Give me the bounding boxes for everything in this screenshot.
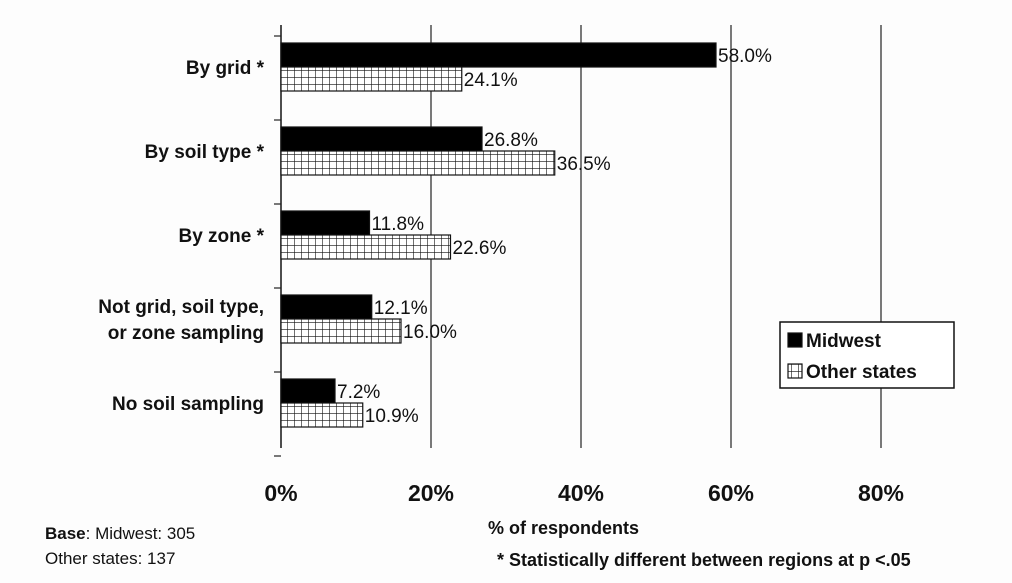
data-label: 12.1% <box>374 298 428 319</box>
category-label: By grid * <box>186 58 265 79</box>
bar-midwest <box>280 378 336 404</box>
base-midwest-note: Base: Midwest: 305 <box>45 524 195 544</box>
x-axis-label: % of respondents <box>488 518 640 538</box>
base-label: Base <box>45 524 86 543</box>
x-tick-label: 60% <box>708 480 754 506</box>
base-other-note: Other states: 137 <box>45 549 176 568</box>
bar-midwest <box>280 126 483 152</box>
data-labels: 58.0% 26.8% 11.8% 12.1% 7.2% 24.1% 36.5% 22.6% 1… <box>337 46 772 427</box>
legend-box <box>779 321 955 389</box>
bar-midwest <box>280 210 371 236</box>
x-tick-label: 80% <box>858 480 904 506</box>
category-label: No soil sampling <box>112 394 264 415</box>
bar-midwest <box>280 42 717 68</box>
bars <box>280 42 717 428</box>
legend-label: Midwest <box>806 331 882 352</box>
category-label: By soil type * <box>145 142 265 163</box>
bar-other-states <box>280 318 402 344</box>
data-label: 10.9% <box>365 406 419 427</box>
legend-swatch <box>787 363 803 379</box>
data-label: 22.6% <box>453 238 507 259</box>
category-labels: By grid * By soil type * By zone * Not grid… <box>98 58 264 415</box>
bar-other-states <box>280 234 452 260</box>
x-tick-label: 0% <box>264 480 297 506</box>
significance-note: * Statistically different between region… <box>497 550 911 570</box>
x-tick-label: 20% <box>408 480 454 506</box>
category-label: or zone sampling <box>108 323 264 344</box>
bar-other-states <box>280 150 556 176</box>
x-tick-label: 40% <box>558 480 604 506</box>
data-label: 7.2% <box>337 382 380 403</box>
data-label: 26.8% <box>484 130 538 151</box>
legend-label: Other states <box>806 362 917 383</box>
legend: Midwest Other states <box>779 321 955 389</box>
bar-midwest <box>280 294 373 320</box>
category-label: By zone * <box>178 226 264 247</box>
x-tick-labels: 0% 20% 40% 60% 80% <box>264 480 904 506</box>
base-midwest-value: : Midwest: 305 <box>85 524 196 543</box>
category-label: Not grid, soil type, <box>98 297 264 318</box>
data-label: 24.1% <box>464 70 518 91</box>
bar-other-states <box>280 402 364 428</box>
data-label: 16.0% <box>403 322 457 343</box>
data-label: 36.5% <box>557 154 611 175</box>
data-label: 11.8% <box>372 214 425 235</box>
data-label: 58.0% <box>718 46 772 67</box>
legend-swatch <box>787 332 803 348</box>
bar-other-states <box>280 66 463 92</box>
